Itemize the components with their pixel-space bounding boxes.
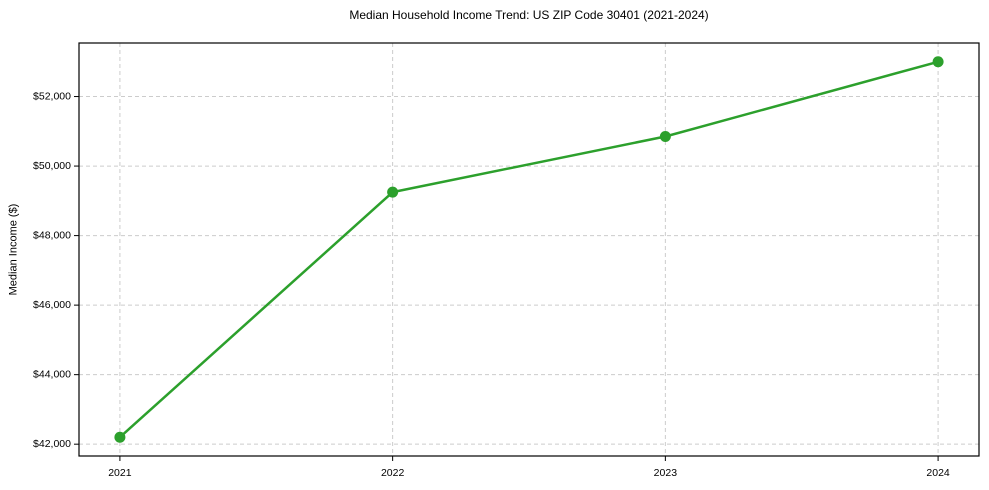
x-tick-label: 2023 — [654, 467, 678, 479]
y-tick-label: $52,000 — [33, 91, 71, 103]
income-trend-line — [118, 60, 940, 439]
data-point-2023 — [659, 131, 671, 143]
y-tick-label: $44,000 — [33, 369, 71, 381]
plot-border — [78, 42, 980, 457]
x-tick-label: 2022 — [381, 467, 405, 479]
x-tick-label: 2024 — [926, 467, 950, 479]
data-point-2024 — [932, 56, 944, 68]
chart-title: Median Household Income Trend: US ZIP Co… — [349, 8, 709, 22]
data-point-2022 — [387, 186, 399, 198]
y-tick-label: $46,000 — [33, 299, 71, 311]
data-point-2021 — [114, 431, 126, 443]
y-tick-label: $50,000 — [33, 160, 71, 172]
y-tick-label: $48,000 — [33, 230, 71, 242]
y-tick-label: $42,000 — [33, 438, 71, 450]
x-tick-label: 2021 — [108, 467, 132, 479]
